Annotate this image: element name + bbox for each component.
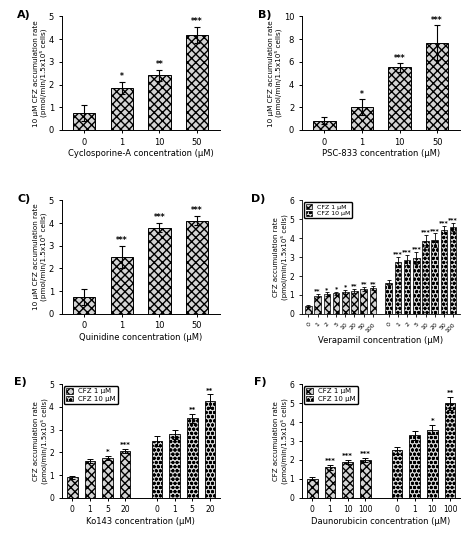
Text: D): D) [251, 194, 265, 203]
Legend: CFZ 1 μM, CFZ 10 μM: CFZ 1 μM, CFZ 10 μM [304, 202, 352, 218]
Bar [120, 451, 130, 498]
Text: ***: *** [393, 251, 403, 257]
Bar [110, 88, 133, 130]
Text: *: * [120, 72, 124, 82]
Bar [313, 121, 336, 130]
Text: *: * [344, 284, 347, 289]
Text: *: * [334, 286, 337, 291]
Text: *: * [106, 449, 109, 455]
Text: A): A) [18, 10, 31, 20]
Bar [445, 403, 456, 498]
Bar [84, 461, 95, 498]
Legend: CFZ 1 μM, CFZ 10 μM: CFZ 1 μM, CFZ 10 μM [304, 386, 358, 404]
Bar [110, 257, 133, 314]
Bar [323, 294, 330, 314]
Text: ***: *** [394, 54, 405, 62]
Text: ***: *** [116, 236, 128, 245]
Bar [325, 468, 335, 498]
Text: ***: *** [411, 247, 421, 252]
Text: **: ** [447, 390, 454, 396]
Bar [205, 401, 215, 498]
X-axis label: Daunorubicin concentration (μM): Daunorubicin concentration (μM) [311, 517, 450, 526]
X-axis label: Cyclosporine-A concentration (μM): Cyclosporine-A concentration (μM) [68, 149, 213, 158]
Text: *: * [325, 287, 328, 292]
Bar [370, 288, 376, 314]
Text: *: * [360, 90, 364, 99]
X-axis label: Quinidine concentration (μM): Quinidine concentration (μM) [79, 333, 202, 342]
Bar [342, 292, 348, 314]
Text: **: ** [155, 60, 164, 69]
Text: **: ** [189, 407, 196, 413]
Bar [351, 107, 373, 130]
Bar [333, 293, 339, 314]
Text: ***: *** [191, 206, 203, 216]
Text: ***: *** [360, 451, 371, 457]
Bar [426, 43, 448, 130]
Bar [186, 34, 209, 130]
Y-axis label: 10 μM CFZ accumulation rate
(pmol/min/1.5x10⁵ cells): 10 μM CFZ accumulation rate (pmol/min/1.… [33, 20, 47, 126]
X-axis label: Verapamil concentration (μM): Verapamil concentration (μM) [318, 336, 443, 345]
Bar [431, 240, 438, 314]
Bar [148, 75, 171, 130]
Bar [450, 227, 456, 314]
Text: C): C) [18, 194, 31, 203]
Bar [360, 460, 371, 498]
Text: ***: *** [448, 217, 458, 222]
Bar [404, 260, 410, 314]
Bar [342, 462, 353, 498]
Text: ***: *** [325, 458, 336, 464]
Text: **: ** [314, 289, 321, 294]
Bar [307, 479, 318, 498]
Bar [102, 458, 113, 498]
Bar [392, 451, 402, 498]
Text: ***: *** [154, 213, 165, 222]
Y-axis label: 10 μM CFZ accumulation rate
(pmol/min/1.5x10⁵ cells): 10 μM CFZ accumulation rate (pmol/min/1.… [267, 20, 282, 126]
Text: **: ** [360, 282, 367, 287]
Y-axis label: CFZ accumulation rate
(pmol/min/1.5x10⁵ cells): CFZ accumulation rate (pmol/min/1.5x10⁵ … [33, 398, 48, 484]
Bar [187, 418, 198, 498]
Y-axis label: 10 μM CFZ accumulation rate
(pmol/min/1.5x10⁵ cells): 10 μM CFZ accumulation rate (pmol/min/1.… [33, 203, 47, 311]
Text: ***: *** [420, 230, 430, 235]
Text: **: ** [206, 388, 213, 393]
Bar [410, 435, 420, 498]
Bar [73, 113, 95, 130]
Text: **: ** [351, 283, 358, 288]
Text: F): F) [255, 377, 267, 387]
Text: B): B) [257, 10, 271, 20]
Bar [169, 434, 180, 498]
Text: ***: *** [439, 220, 449, 225]
Legend: CFZ 1 μM, CFZ 10 μM: CFZ 1 μM, CFZ 10 μM [64, 386, 118, 404]
Bar [394, 262, 401, 314]
Text: **: ** [370, 281, 376, 286]
Text: ***: *** [191, 17, 203, 26]
Bar [67, 478, 78, 498]
Text: ***: *** [431, 16, 443, 25]
Text: ***: *** [342, 453, 353, 459]
Text: *: * [430, 418, 434, 424]
Text: E): E) [14, 377, 27, 387]
X-axis label: Ko143 concentration (μM): Ko143 concentration (μM) [86, 517, 195, 526]
Bar [314, 296, 321, 314]
Bar [360, 289, 367, 314]
Y-axis label: CFZ accumulation rate
(pmol/min/1.5x10⁵ cells): CFZ accumulation rate (pmol/min/1.5x10⁵ … [273, 398, 288, 484]
Bar [148, 228, 171, 314]
Y-axis label: CFZ accumulation rate
(pmol/min/1.5x10⁵ cells): CFZ accumulation rate (pmol/min/1.5x10⁵ … [273, 214, 288, 300]
Text: ***: *** [120, 442, 131, 448]
Text: ***: *** [402, 249, 412, 254]
Bar [388, 67, 411, 130]
Bar [152, 441, 162, 498]
Bar [422, 241, 429, 314]
Bar [441, 230, 447, 314]
Bar [73, 297, 95, 314]
Bar [385, 283, 392, 314]
Bar [351, 291, 358, 314]
Bar [305, 306, 311, 314]
Text: ***: *** [430, 228, 440, 232]
X-axis label: PSC-833 concentration (μM): PSC-833 concentration (μM) [322, 149, 440, 158]
Bar [427, 429, 438, 498]
Bar [413, 258, 419, 314]
Bar [186, 221, 209, 314]
